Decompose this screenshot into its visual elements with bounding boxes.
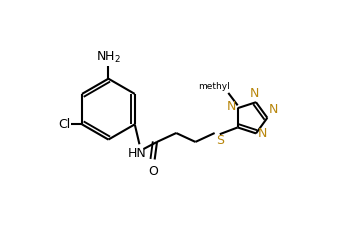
Text: NH$_2$: NH$_2$ [96,50,121,65]
Text: O: O [148,165,159,178]
Text: N: N [250,87,260,100]
Text: N: N [269,103,279,116]
Text: S: S [216,134,224,147]
Text: N: N [258,127,267,140]
Text: HN: HN [128,147,147,160]
Text: methyl: methyl [198,82,230,91]
Text: Cl: Cl [58,118,70,131]
Text: N: N [226,100,236,113]
